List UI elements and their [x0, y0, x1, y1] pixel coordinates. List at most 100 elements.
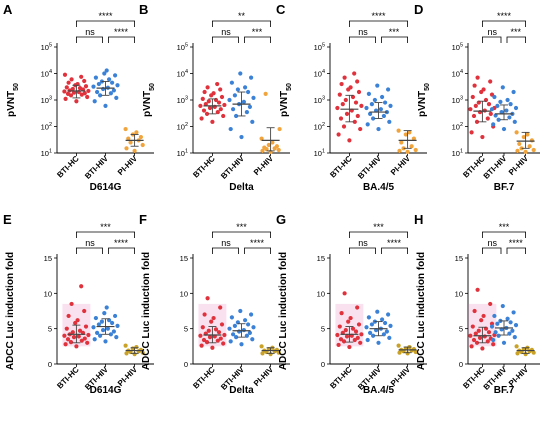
sig-right: **** — [509, 238, 524, 248]
data-point — [73, 320, 78, 326]
panel-label: F — [139, 212, 147, 227]
data-point — [473, 331, 478, 336]
data-point — [368, 111, 373, 116]
data-point — [228, 339, 233, 344]
data-point — [237, 329, 242, 334]
data-point — [527, 144, 532, 149]
data-point — [62, 72, 68, 77]
data-point — [355, 113, 360, 119]
bracket-left — [482, 247, 502, 254]
data-point — [207, 105, 213, 111]
data-point — [344, 334, 350, 339]
x-tick-label: PI-HIV — [507, 154, 530, 177]
data-point — [211, 91, 216, 96]
data-point — [365, 337, 370, 343]
data-point — [74, 99, 79, 104]
data-point — [132, 148, 137, 154]
variant-label: Delta — [229, 182, 254, 193]
data-point — [470, 94, 475, 100]
sig-right: **** — [250, 238, 265, 248]
x-tick-label: BTI-HIV — [83, 154, 110, 181]
data-point — [274, 144, 279, 149]
data-point — [114, 335, 119, 340]
data-point — [91, 325, 96, 330]
data-point — [515, 148, 520, 154]
data-point — [209, 319, 214, 324]
data-point — [474, 340, 480, 345]
y-tick-base: 10 — [177, 123, 185, 132]
data-point — [76, 334, 81, 339]
y-tick-label: 105 — [314, 43, 325, 53]
data-point — [110, 320, 115, 326]
x-tick-label: BTI-HIV — [219, 154, 246, 181]
y-tick-label: 105 — [41, 43, 52, 53]
data-point — [413, 147, 418, 153]
data-point — [92, 99, 97, 104]
bracket-left — [76, 36, 103, 43]
panel-label: E — [3, 212, 12, 227]
data-point — [243, 85, 248, 90]
y-tick-label: 105 — [177, 43, 188, 53]
y-tick-base: 10 — [314, 70, 322, 79]
y-axis-label: pVNT50 — [279, 83, 293, 117]
data-point — [79, 338, 84, 343]
data-point — [65, 337, 71, 342]
data-point — [476, 328, 481, 333]
data-point — [105, 326, 110, 331]
data-point — [98, 333, 103, 338]
data-point — [381, 113, 386, 119]
y-tick-base: 10 — [452, 96, 460, 105]
data-point — [200, 325, 205, 330]
sig-left: ns — [85, 27, 95, 37]
bracket-right — [381, 36, 408, 43]
y-tick-base: 10 — [41, 43, 49, 52]
data-point — [204, 339, 210, 345]
data-point — [347, 344, 352, 350]
data-point — [493, 330, 498, 335]
y-axis-label-main: pVNT — [142, 91, 153, 117]
data-point — [511, 310, 516, 315]
data-point — [504, 108, 509, 113]
data-point — [251, 325, 256, 330]
y-tick-label: 102 — [177, 122, 188, 132]
y-tick-exponent: 4 — [185, 69, 188, 75]
data-point — [338, 337, 344, 342]
panel-label: A — [3, 2, 13, 17]
data-point — [234, 113, 239, 119]
data-point — [115, 83, 120, 88]
data-point — [198, 333, 203, 338]
y-tick-exponent: 1 — [49, 149, 52, 155]
data-point — [396, 128, 401, 133]
data-point — [232, 93, 237, 98]
data-point — [99, 319, 104, 324]
y-tick-exponent: 1 — [322, 149, 325, 155]
data-point — [356, 322, 362, 327]
data-point — [350, 326, 356, 331]
data-point — [480, 346, 485, 351]
bracket-outer — [349, 20, 408, 27]
y-tick-label: 101 — [41, 149, 52, 159]
data-point — [104, 305, 109, 310]
bracket-left — [349, 36, 376, 43]
data-point — [134, 130, 139, 135]
data-point — [95, 89, 100, 95]
data-point — [62, 89, 67, 94]
y-tick-exponent: 5 — [460, 43, 463, 49]
data-point — [386, 312, 391, 317]
data-point — [513, 323, 519, 328]
data-point — [243, 318, 248, 323]
y-tick-base: 10 — [177, 43, 185, 52]
y-tick-label: 102 — [452, 122, 463, 132]
data-point — [64, 326, 69, 331]
data-point — [238, 71, 243, 76]
data-point — [231, 332, 236, 337]
x-tick-label: PI-HIV — [389, 154, 412, 177]
data-point — [92, 337, 97, 342]
bracket-left — [212, 247, 239, 254]
data-point — [231, 107, 236, 112]
sig-outer: **** — [371, 11, 386, 21]
data-point — [71, 335, 77, 340]
data-point — [124, 146, 129, 151]
y-tick-label: 0 — [321, 360, 325, 369]
y-tick-base: 10 — [177, 149, 185, 158]
